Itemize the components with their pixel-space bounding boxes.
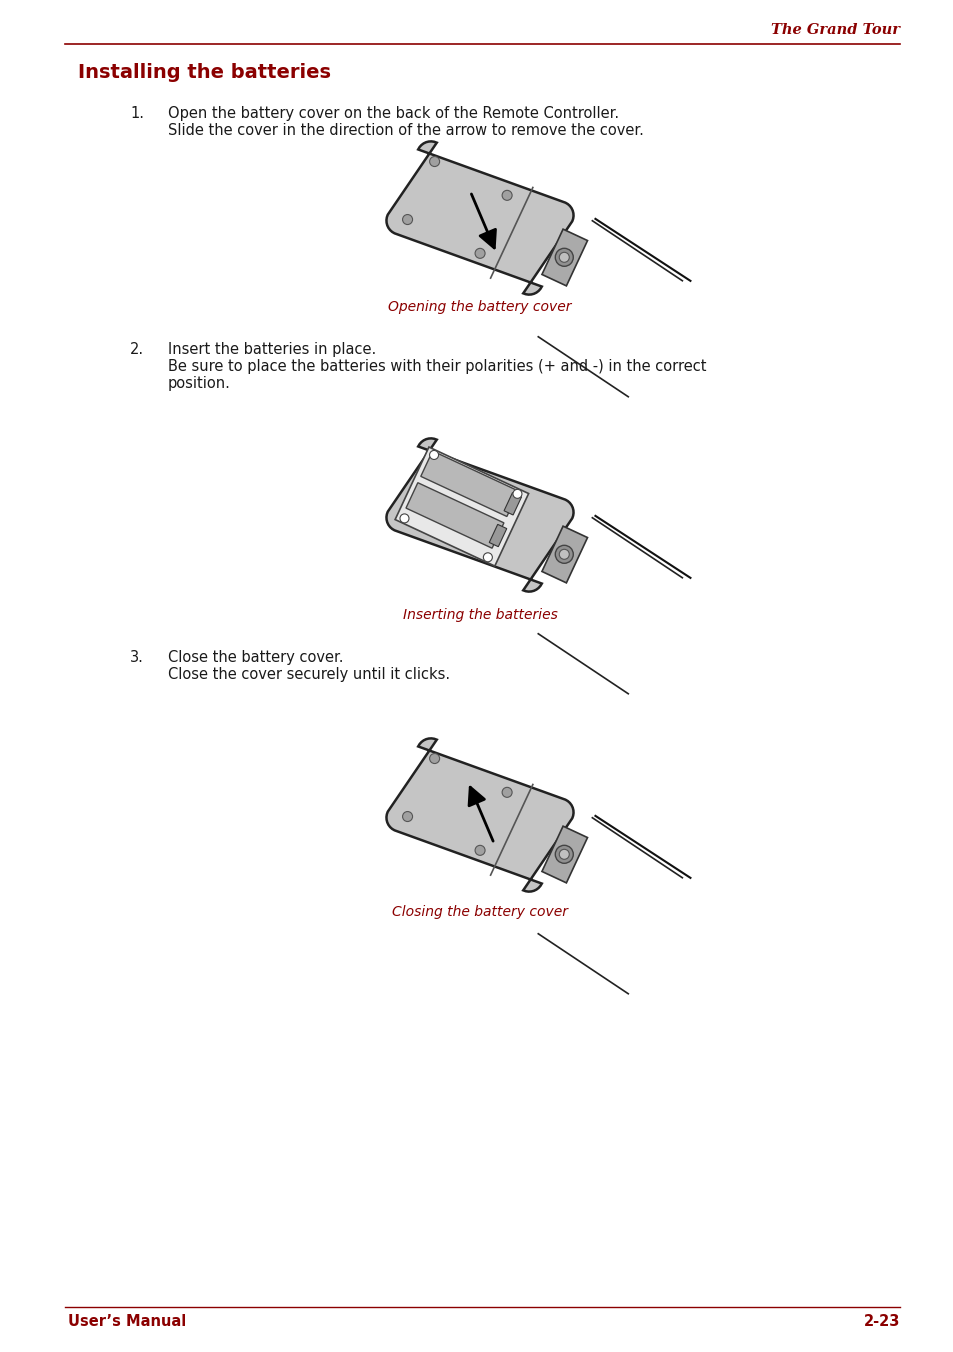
Polygon shape <box>395 448 528 566</box>
Text: User’s Manual: User’s Manual <box>68 1314 186 1329</box>
Circle shape <box>513 489 521 499</box>
Polygon shape <box>406 483 503 548</box>
Polygon shape <box>503 492 521 515</box>
Circle shape <box>475 845 484 856</box>
Circle shape <box>399 514 409 523</box>
Text: Installing the batteries: Installing the batteries <box>78 62 331 81</box>
Polygon shape <box>386 738 573 891</box>
Circle shape <box>402 811 412 822</box>
Circle shape <box>429 450 438 460</box>
Text: Opening the battery cover: Opening the battery cover <box>388 300 571 314</box>
Circle shape <box>475 249 484 258</box>
Text: 3.: 3. <box>130 650 144 665</box>
Circle shape <box>501 787 512 798</box>
Circle shape <box>555 545 573 564</box>
Text: Closing the battery cover: Closing the battery cover <box>392 904 567 919</box>
Text: position.: position. <box>168 376 231 391</box>
Text: Insert the batteries in place.: Insert the batteries in place. <box>168 342 375 357</box>
Circle shape <box>402 215 412 224</box>
Polygon shape <box>386 142 573 295</box>
Text: 2.: 2. <box>130 342 144 357</box>
Circle shape <box>555 249 573 266</box>
Polygon shape <box>541 228 587 285</box>
Polygon shape <box>541 826 587 883</box>
Circle shape <box>501 191 512 200</box>
Text: The Grand Tour: The Grand Tour <box>770 23 899 37</box>
Text: Close the battery cover.: Close the battery cover. <box>168 650 343 665</box>
Circle shape <box>558 253 569 262</box>
Polygon shape <box>420 452 518 516</box>
Circle shape <box>483 553 492 562</box>
Circle shape <box>558 549 569 560</box>
Circle shape <box>429 157 439 166</box>
Text: 2-23: 2-23 <box>862 1314 899 1329</box>
Circle shape <box>429 753 439 764</box>
Circle shape <box>555 845 573 864</box>
Text: Open the battery cover on the back of the Remote Controller.: Open the battery cover on the back of th… <box>168 105 618 120</box>
Polygon shape <box>541 526 587 583</box>
Text: 1.: 1. <box>130 105 144 120</box>
Text: Inserting the batteries: Inserting the batteries <box>402 608 557 622</box>
Text: Slide the cover in the direction of the arrow to remove the cover.: Slide the cover in the direction of the … <box>168 123 643 138</box>
Text: Be sure to place the batteries with their polarities (+ and -) in the correct: Be sure to place the batteries with thei… <box>168 360 706 375</box>
Circle shape <box>558 849 569 860</box>
Polygon shape <box>386 438 573 592</box>
Text: Close the cover securely until it clicks.: Close the cover securely until it clicks… <box>168 667 450 681</box>
Polygon shape <box>489 525 506 546</box>
